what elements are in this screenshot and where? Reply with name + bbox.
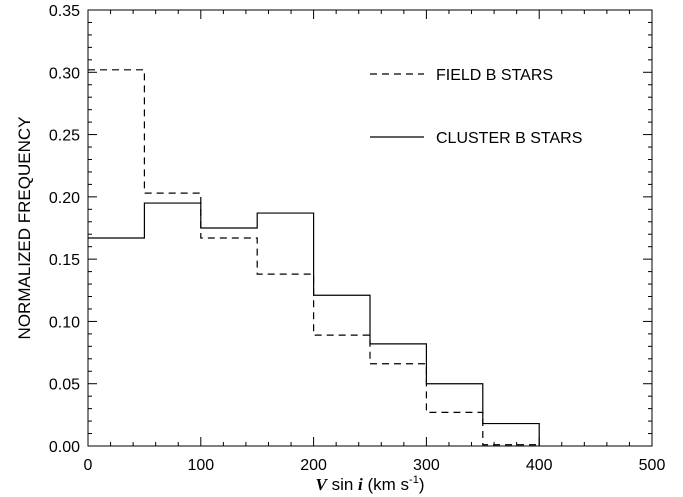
y-tick-label: 0.10 <box>49 314 80 331</box>
series-cluster-line <box>88 202 540 446</box>
y-tick-label: 0.15 <box>49 252 80 269</box>
x-axis-title-units-sup: -1 <box>409 474 419 486</box>
y-tick-label: 0.25 <box>49 128 80 145</box>
x-tick-label: 500 <box>639 457 666 474</box>
x-tick-label: 0 <box>84 457 93 474</box>
y-tick-label: 0.30 <box>49 65 80 82</box>
x-axis-title-units: (km s <box>363 475 409 494</box>
x-axis-title: V sin i (km s-1) <box>316 474 425 494</box>
legend: FIELD B STARS CLUSTER B STARS <box>370 67 582 147</box>
plot-frame <box>87 9 653 447</box>
y-axis-title: NORMALIZED FREQUENCY <box>15 117 34 340</box>
y-tick-label: 0.35 <box>49 3 80 20</box>
y-tick-label: 0.00 <box>49 439 80 456</box>
x-tick-label: 100 <box>187 457 214 474</box>
legend-label: FIELD B STARS <box>436 67 553 84</box>
tick-labels: 0 100 200 300 400 500 0.00 0.05 0.10 0.15 0.20 0.25… <box>49 3 666 474</box>
x-axis-title-sin: sin <box>327 475 358 494</box>
x-tick-label: 200 <box>300 457 327 474</box>
y-tick-label: 0.05 <box>49 377 80 394</box>
series-layer <box>88 69 540 446</box>
axis-ticks <box>87 9 653 447</box>
x-axis-title-i: i <box>358 475 363 494</box>
x-tick-label: 400 <box>526 457 553 474</box>
legend-label: CLUSTER B STARS <box>436 130 582 147</box>
x-axis-title-v: V <box>316 475 329 494</box>
x-tick-label: 300 <box>413 457 440 474</box>
x-axis-title-units-close: ) <box>419 475 425 494</box>
y-tick-label: 0.20 <box>49 190 80 207</box>
